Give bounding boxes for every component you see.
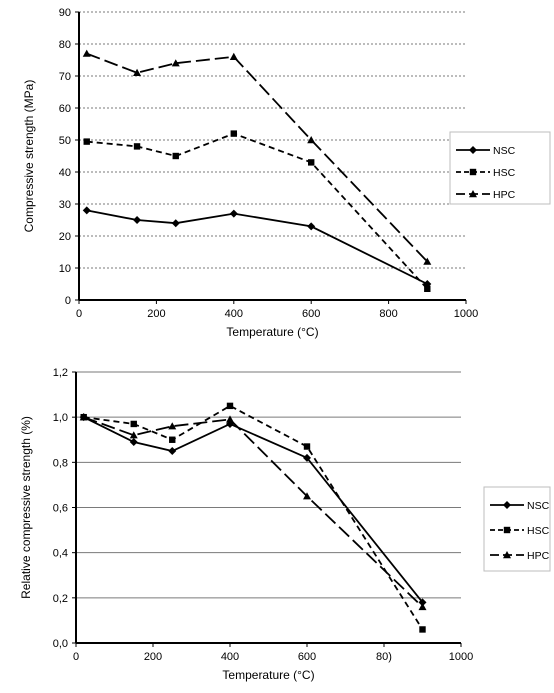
y-tick-label: 0,2 — [53, 593, 68, 605]
data-point-hsc — [130, 420, 137, 428]
compressive-strength-chart: 0 10 20 30 40 50 60 70 80 90 0 200 400 600 800 1000 Temp… — [22, 7, 551, 339]
legend-box — [449, 131, 551, 205]
series-hsc — [83, 130, 431, 292]
legend-label-hpc: HPC — [493, 189, 516, 201]
relative-strength-chart: 0,0 0,2 0,4 0,6 0,8 1,0 1,2 0 200 400 600 80) 1000 Te… — [0, 352, 554, 693]
data-point-hpc — [129, 431, 138, 439]
legend-box — [483, 486, 551, 572]
series-hpc — [79, 413, 427, 611]
data-point-nsc — [418, 598, 427, 607]
y-tick-label: 0 — [65, 295, 71, 307]
data-point-hpc — [82, 49, 91, 57]
data-point-hpc — [79, 413, 88, 421]
x-tick-label: 400 — [221, 651, 239, 663]
legend-label-nsc: NSC — [527, 500, 550, 512]
data-point-hsc — [230, 130, 237, 137]
y-tick-label: 80 — [59, 39, 71, 51]
y-tick-label: 30 — [59, 199, 71, 211]
series-line-hsc — [86, 132, 428, 290]
data-point-hsc — [419, 626, 426, 633]
y-tick-label: 0,0 — [53, 638, 68, 650]
legend-label-hsc: HSC — [527, 525, 550, 537]
x-tick-label: 200 — [147, 308, 165, 320]
series-hpc — [82, 49, 432, 265]
legend-label-nsc: NSC — [493, 145, 516, 157]
data-point-hpc — [133, 68, 142, 76]
legend-label-hsc: HSC — [493, 167, 516, 179]
y-tick-label: 10 — [59, 263, 71, 275]
x-tick-label: 1000 — [449, 651, 473, 663]
data-point-hpc — [171, 59, 180, 67]
y-tick-label: 90 — [59, 7, 71, 19]
y-tick-label: 0,8 — [53, 457, 68, 469]
data-point-hsc — [303, 443, 311, 450]
data-point-hsc — [308, 159, 315, 166]
legend-marker-hsc — [469, 168, 477, 176]
x-tick-label: 0 — [73, 651, 79, 663]
y-tick-label: 1,2 — [53, 367, 68, 379]
data-point-nsc — [168, 447, 177, 456]
series-line-nsc — [83, 416, 424, 603]
legend-marker-hpc — [503, 551, 511, 559]
series-line-hpc — [86, 52, 428, 263]
legend: NSC HSC HPC — [449, 131, 551, 205]
x-tick-label: 600 — [302, 308, 320, 320]
legend-marker-nsc — [469, 146, 477, 154]
data-point-nsc — [303, 453, 311, 462]
data-point-nsc — [133, 216, 142, 224]
data-point-hsc — [133, 143, 141, 150]
series-nsc — [82, 206, 432, 288]
y-tick-label: 50 — [59, 135, 71, 147]
series-line-nsc — [86, 209, 428, 285]
data-point-hsc — [172, 152, 179, 160]
y-tick-label: 0,4 — [53, 548, 68, 560]
legend-label-hpc: HPC — [527, 550, 550, 562]
legend-marker-hpc — [469, 190, 477, 198]
data-point-hpc — [418, 602, 427, 611]
legend: NSC HSC HPC — [483, 486, 551, 572]
x-tick-label: 0 — [76, 308, 82, 320]
data-point-nsc — [226, 419, 234, 428]
x-axis-title: Temperature (°C) — [226, 325, 318, 339]
data-point-nsc — [129, 438, 138, 447]
legend-marker-nsc — [503, 501, 511, 509]
y-axis-title: Relative compressive strength (%) — [19, 416, 33, 599]
y-tick-label: 20 — [59, 231, 71, 243]
y-tick-label: 70 — [59, 71, 71, 83]
x-axis-title: Temperature (°C) — [222, 668, 314, 682]
x-tick-label: 800 — [379, 308, 397, 320]
data-point-hsc — [424, 285, 431, 292]
y-tick-label: 1,0 — [53, 412, 68, 424]
y-tick-label: 0,6 — [53, 503, 68, 515]
y-axis-title: Compressive strength (MPa) — [22, 80, 36, 233]
data-point-nsc — [307, 222, 316, 231]
x-tick-label: 200 — [144, 651, 162, 663]
data-point-hsc — [83, 138, 90, 145]
x-tick-label: 1000 — [454, 308, 478, 320]
data-point-hpc — [423, 257, 432, 265]
data-point-nsc — [171, 219, 180, 228]
series-line-hpc — [83, 416, 424, 608]
x-tick-label: 600 — [298, 651, 316, 663]
x-tick-label: 80) — [376, 651, 392, 663]
compressive-strength-svg: 0 10 20 30 40 50 60 70 80 90 0 200 400 600 800 1000 Temp… — [22, 7, 551, 339]
data-point-hpc — [307, 136, 316, 144]
data-point-nsc — [82, 206, 91, 215]
data-point-hpc — [303, 492, 311, 500]
data-point-nsc — [229, 209, 238, 218]
x-tick-label: 400 — [225, 308, 243, 320]
data-point-hpc — [168, 422, 177, 430]
y-tick-label: 60 — [59, 103, 71, 115]
data-point-hsc — [169, 436, 176, 443]
relative-strength-svg: 0,0 0,2 0,4 0,6 0,8 1,0 1,2 0 200 400 600 80) 1000 Te… — [19, 367, 551, 682]
legend-marker-hsc — [503, 526, 511, 534]
y-tick-label: 40 — [59, 167, 71, 179]
data-point-hsc — [226, 402, 234, 410]
data-point-hpc — [229, 52, 238, 60]
data-point-hpc — [226, 415, 234, 423]
